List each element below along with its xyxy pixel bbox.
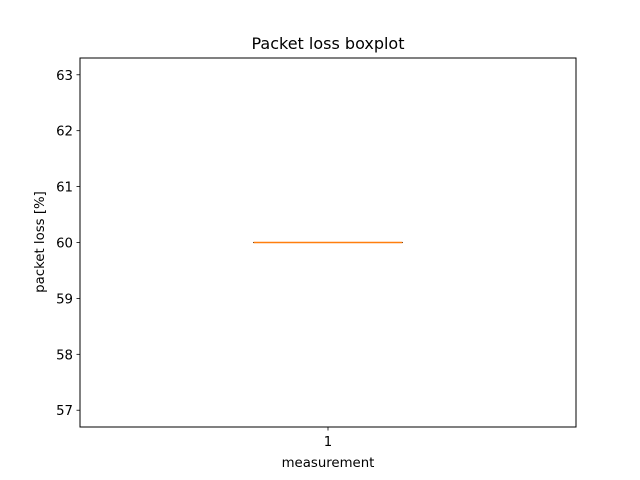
x-axis-ticks: 1 — [324, 427, 332, 450]
y-axis-label: packet loss [%] — [33, 191, 48, 293]
y-tick-label: 61 — [56, 181, 73, 196]
x-tick-label: 1 — [324, 435, 332, 450]
chart-title: Packet loss boxplot — [251, 34, 404, 53]
y-tick-label: 58 — [56, 348, 73, 363]
y-tick-label: 62 — [56, 125, 73, 140]
y-tick-label: 57 — [56, 404, 73, 419]
x-axis-label: measurement — [282, 456, 375, 471]
y-tick-label: 63 — [56, 69, 73, 84]
y-tick-label: 59 — [56, 292, 73, 307]
y-tick-label: 60 — [56, 237, 73, 252]
y-axis-ticks: 57 58 59 60 61 62 63 — [56, 69, 80, 419]
plot-frame — [79, 57, 577, 428]
